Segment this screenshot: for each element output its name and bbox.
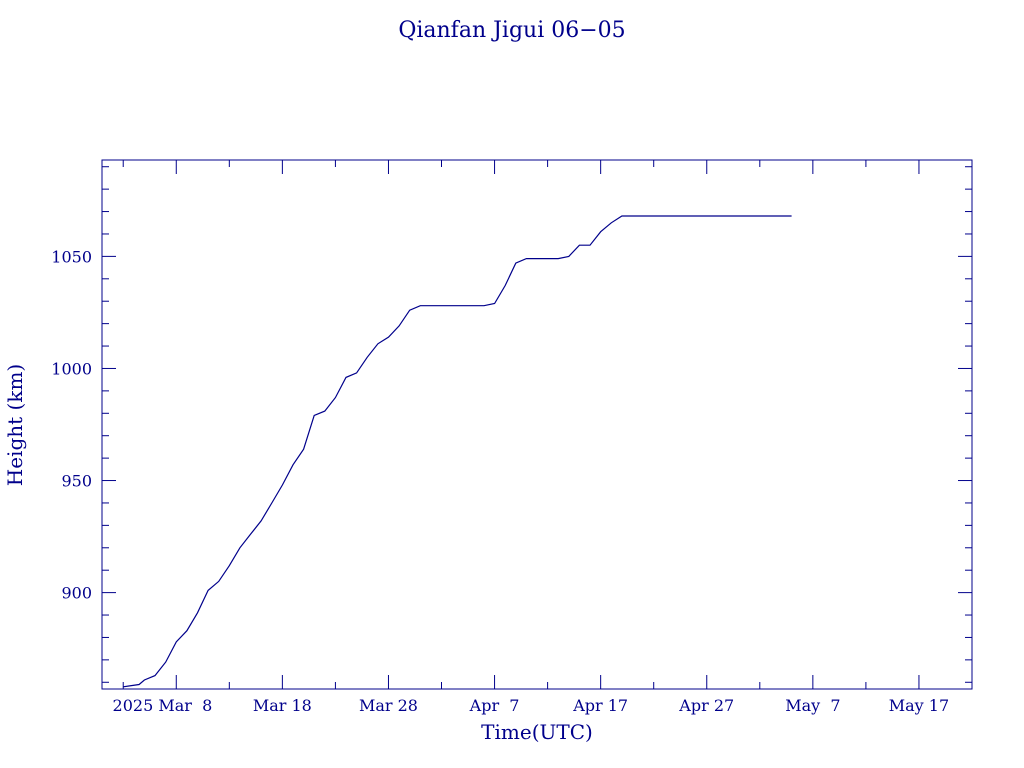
y-tick-labels: 900 950 1000 1050 [51,247,92,602]
y-axis-label: Height (km) [3,364,27,486]
x-tick-label: May 17 [889,696,949,715]
y-tick-label: 950 [61,472,92,491]
y-tick-label: 900 [61,584,92,603]
x-tick-label: May 7 [785,696,840,715]
x-tick-labels: 2025 Mar 8 Mar 18 Mar 28 Apr 7 Apr 17 Apr 27 M… [113,696,950,715]
plot-frame [101,159,973,690]
x-tick-label: 2025 Mar 8 [113,696,213,715]
series-line [123,215,792,688]
x-tick-label: Apr 7 [469,696,520,715]
x-axis-label: Time(UTC) [481,720,593,744]
axis-ticks [102,160,973,689]
x-tick-label: Mar 28 [359,696,418,715]
y-tick-label: 1000 [51,359,92,378]
x-tick-label: Apr 27 [678,696,734,715]
x-tick-label: Apr 17 [572,696,628,715]
chart-title: Qianfan Jigui 06−05 [398,18,625,43]
y-tick-label: 1050 [51,247,92,266]
x-tick-label: Mar 18 [253,696,312,715]
